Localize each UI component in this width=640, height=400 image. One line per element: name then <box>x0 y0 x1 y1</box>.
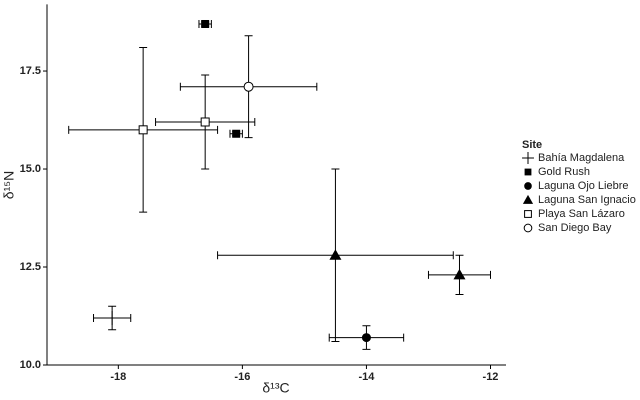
legend-label: Bahía Magdalena <box>538 152 625 164</box>
y-axis-label: δ¹⁵N <box>1 171 17 199</box>
legend-label: Gold Rush <box>538 166 590 178</box>
x-tick-label: -16 <box>234 371 250 383</box>
marker <box>329 249 342 260</box>
legend-marker <box>522 152 534 164</box>
legend-marker <box>524 182 532 190</box>
marker <box>361 333 371 343</box>
x-tick-label: -14 <box>358 371 375 383</box>
legend-label: Laguna San Ignacio <box>538 194 636 206</box>
legend-label: San Diego Bay <box>538 222 612 234</box>
x-axis-label: δ¹³C <box>262 380 289 396</box>
legend-label: Laguna Ojo Liebre <box>538 180 629 192</box>
y-tick-label: 10.0 <box>20 359 41 371</box>
legend-marker <box>524 168 532 176</box>
legend-label: Playa San Lázaro <box>538 208 625 220</box>
legend-marker <box>523 223 533 233</box>
y-tick-label: 15.0 <box>20 163 41 175</box>
y-tick-label: 12.5 <box>20 261 41 273</box>
marker <box>201 19 210 28</box>
legend-marker <box>522 194 534 204</box>
marker <box>200 117 210 127</box>
marker <box>232 129 241 138</box>
x-tick-label: -12 <box>483 371 499 383</box>
y-tick-label: 17.5 <box>20 65 41 77</box>
marker <box>243 81 254 92</box>
marker <box>138 125 148 135</box>
marker <box>105 310 120 325</box>
legend-title: Site <box>522 139 542 151</box>
x-tick-label: -18 <box>110 371 126 383</box>
legend-marker <box>524 210 532 218</box>
marker <box>453 268 466 280</box>
